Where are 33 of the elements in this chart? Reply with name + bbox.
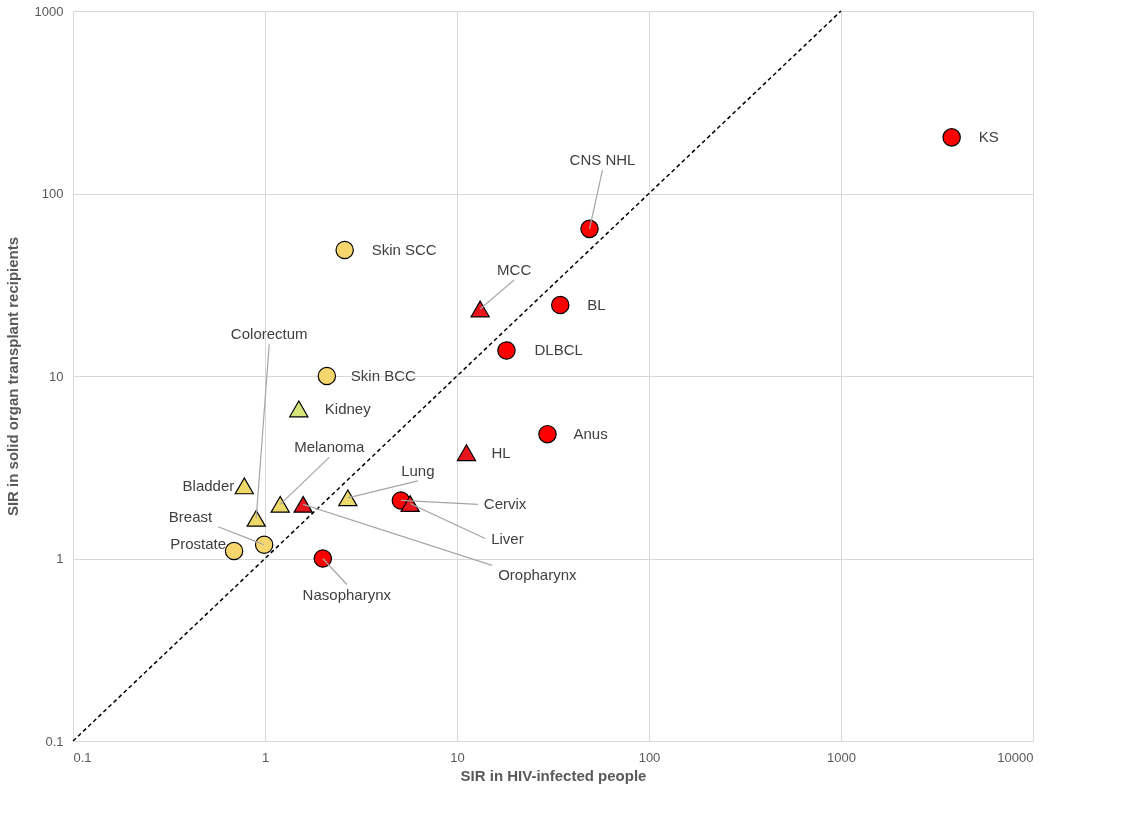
x-axis-title: SIR in HIV-infected people xyxy=(460,766,647,784)
annotation: Cervix xyxy=(483,495,527,513)
y-tick-label: 1000 xyxy=(34,3,64,19)
x-tick-label: 10 xyxy=(450,749,465,765)
annotation: BL xyxy=(587,295,606,313)
annotation: KS xyxy=(978,128,999,146)
annotation: Skin BCC xyxy=(350,367,417,384)
annotation: Liver xyxy=(491,529,524,547)
y-tick-label: 0.1 xyxy=(45,733,64,749)
annotation: CNS NHL xyxy=(569,150,636,168)
annotation: HL xyxy=(491,443,511,461)
y-tick-label: 100 xyxy=(41,186,64,201)
annotation: Breast xyxy=(168,507,213,525)
annotation: Oropharynx xyxy=(498,566,578,584)
annotation: Skin SCC xyxy=(371,241,437,259)
annotation: Melanoma xyxy=(294,438,365,456)
x-tick-label: 0.1 xyxy=(73,749,92,765)
annotation: MCC xyxy=(497,260,532,278)
annotation: Anus xyxy=(573,425,608,443)
x-tick-label: 1000 xyxy=(827,749,856,765)
annotation: Bladder xyxy=(182,476,235,494)
annotation: Prostate xyxy=(170,534,227,552)
x-tick-label: 100 xyxy=(638,749,661,765)
y-tick-label: 10 xyxy=(49,368,64,384)
y-axis-title: SIR in solid organ transplant recipients xyxy=(3,236,21,517)
y-tick-label: 1 xyxy=(56,551,64,566)
annotation: Lung xyxy=(401,461,435,479)
annotation: Colorectum xyxy=(230,325,308,343)
annotation: Nasopharynx xyxy=(302,585,392,603)
annotation: DLBCL xyxy=(534,341,583,359)
x-tick-label: 10000 xyxy=(997,749,1034,765)
annotation: Kidney xyxy=(324,399,372,417)
x-tick-label: 1 xyxy=(261,749,270,765)
